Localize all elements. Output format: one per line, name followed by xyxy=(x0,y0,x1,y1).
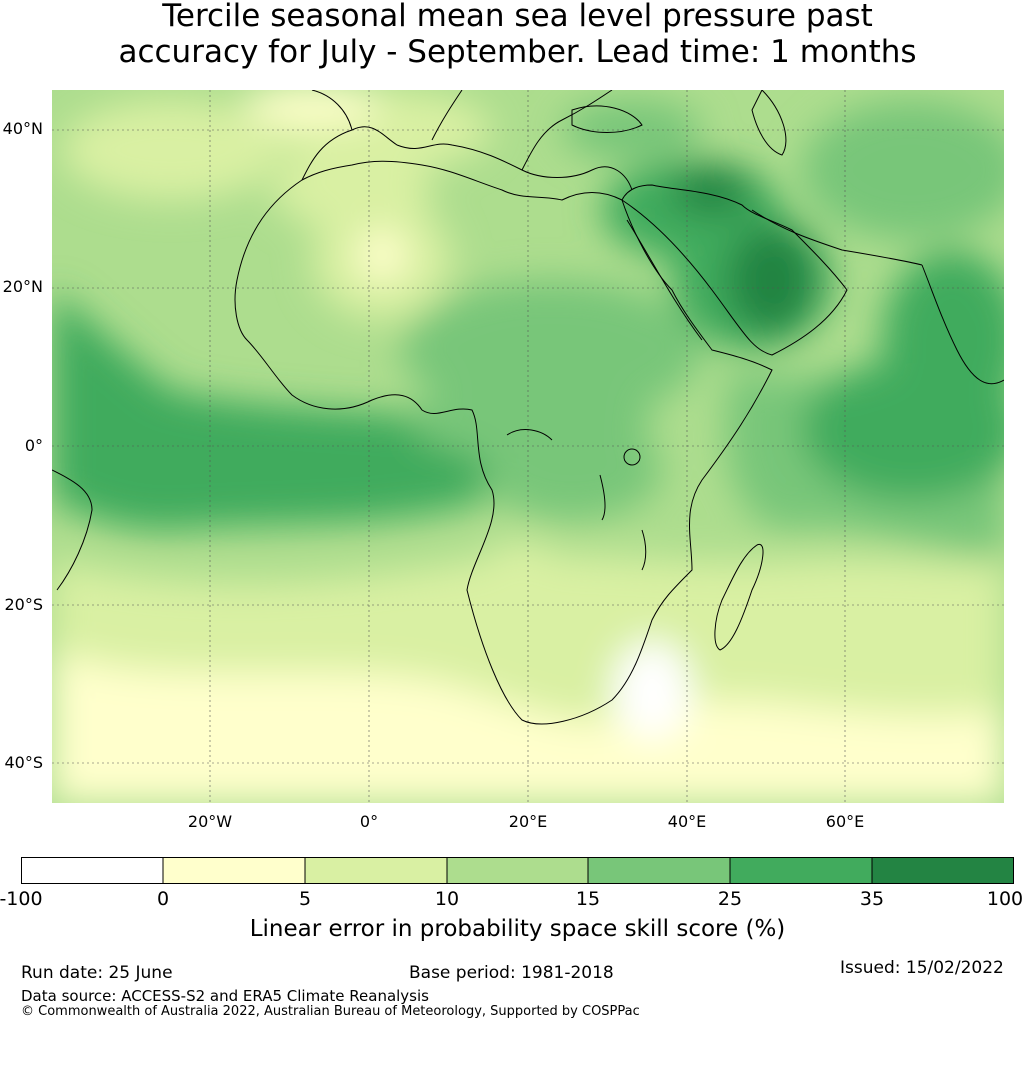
title-line-2: accuracy for July - September. Lead time… xyxy=(118,34,917,70)
colorbar-tick-5: 5 xyxy=(298,888,312,910)
colorbar-band-3 xyxy=(305,857,447,884)
lat-label-40s: 40°S xyxy=(4,753,43,772)
title-line-1: Tercile seasonal mean sea level pressure… xyxy=(162,0,873,34)
colorbar-label: Linear error in probability space skill … xyxy=(249,916,786,942)
colorbar-tick-25: 25 xyxy=(717,888,743,910)
data-source: Data source: ACCESS-S2 and ERA5 Climate … xyxy=(21,987,429,1005)
colorbar-tick-minus100: -100 xyxy=(0,888,43,910)
issued-date: Issued: 15/02/2022 xyxy=(840,958,1004,978)
lon-label-60e: 60°E xyxy=(825,812,865,831)
base-period: Base period: 1981-2018 xyxy=(409,963,614,983)
lat-label-0: 0° xyxy=(24,436,43,455)
lat-label-20s: 20°S xyxy=(4,595,43,614)
lon-label-20w: 20°W xyxy=(187,812,233,831)
colorbar-tick-10: 10 xyxy=(434,888,460,910)
colorbar-band-5 xyxy=(588,857,730,884)
colorbar-tick-100: 100 xyxy=(986,888,1024,910)
colorbar-band-2 xyxy=(163,857,305,884)
lon-label-0: 0° xyxy=(359,812,379,831)
coastlines xyxy=(52,90,1004,725)
colorbar-band-6 xyxy=(730,857,872,884)
graticule xyxy=(52,90,1004,803)
skill-field xyxy=(52,90,1004,803)
lat-label-20n: 20°N xyxy=(2,277,43,296)
colorbar-band-7 xyxy=(872,857,1014,884)
lat-label-40n: 40°N xyxy=(2,119,43,138)
copyright: © Commonwealth of Australia 2022, Austra… xyxy=(21,1004,640,1019)
colorbar-tick-0: 0 xyxy=(156,888,170,910)
run-date: Run date: 25 June xyxy=(21,963,173,983)
lon-label-20e: 20°E xyxy=(508,812,548,831)
colorbar xyxy=(21,857,1014,884)
colorbar-band-1 xyxy=(21,857,163,884)
lon-label-40e: 40°E xyxy=(667,812,707,831)
colorbar-tick-15: 15 xyxy=(575,888,601,910)
colorbar-band-4 xyxy=(447,857,588,884)
skill-score-map xyxy=(52,90,1004,803)
colorbar-tick-35: 35 xyxy=(859,888,885,910)
